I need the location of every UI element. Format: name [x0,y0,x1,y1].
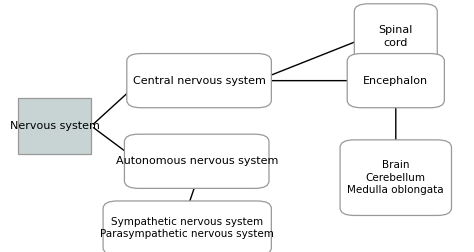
Text: Brain
Cerebellum
Medulla oblongata: Brain Cerebellum Medulla oblongata [347,160,444,195]
FancyBboxPatch shape [103,201,271,252]
Text: Central nervous system: Central nervous system [133,76,265,86]
FancyBboxPatch shape [18,98,91,154]
FancyBboxPatch shape [354,4,437,69]
FancyBboxPatch shape [127,54,271,108]
Text: Autonomous nervous system: Autonomous nervous system [116,156,278,166]
FancyBboxPatch shape [347,54,444,108]
FancyBboxPatch shape [340,140,451,215]
FancyBboxPatch shape [124,134,269,188]
Text: Sympathetic nervous system
Parasympathetic nervous system: Sympathetic nervous system Parasympathet… [100,217,274,239]
Text: Encephalon: Encephalon [363,76,428,86]
Text: Nervous system: Nervous system [9,121,100,131]
Text: Spinal
cord: Spinal cord [379,25,413,48]
